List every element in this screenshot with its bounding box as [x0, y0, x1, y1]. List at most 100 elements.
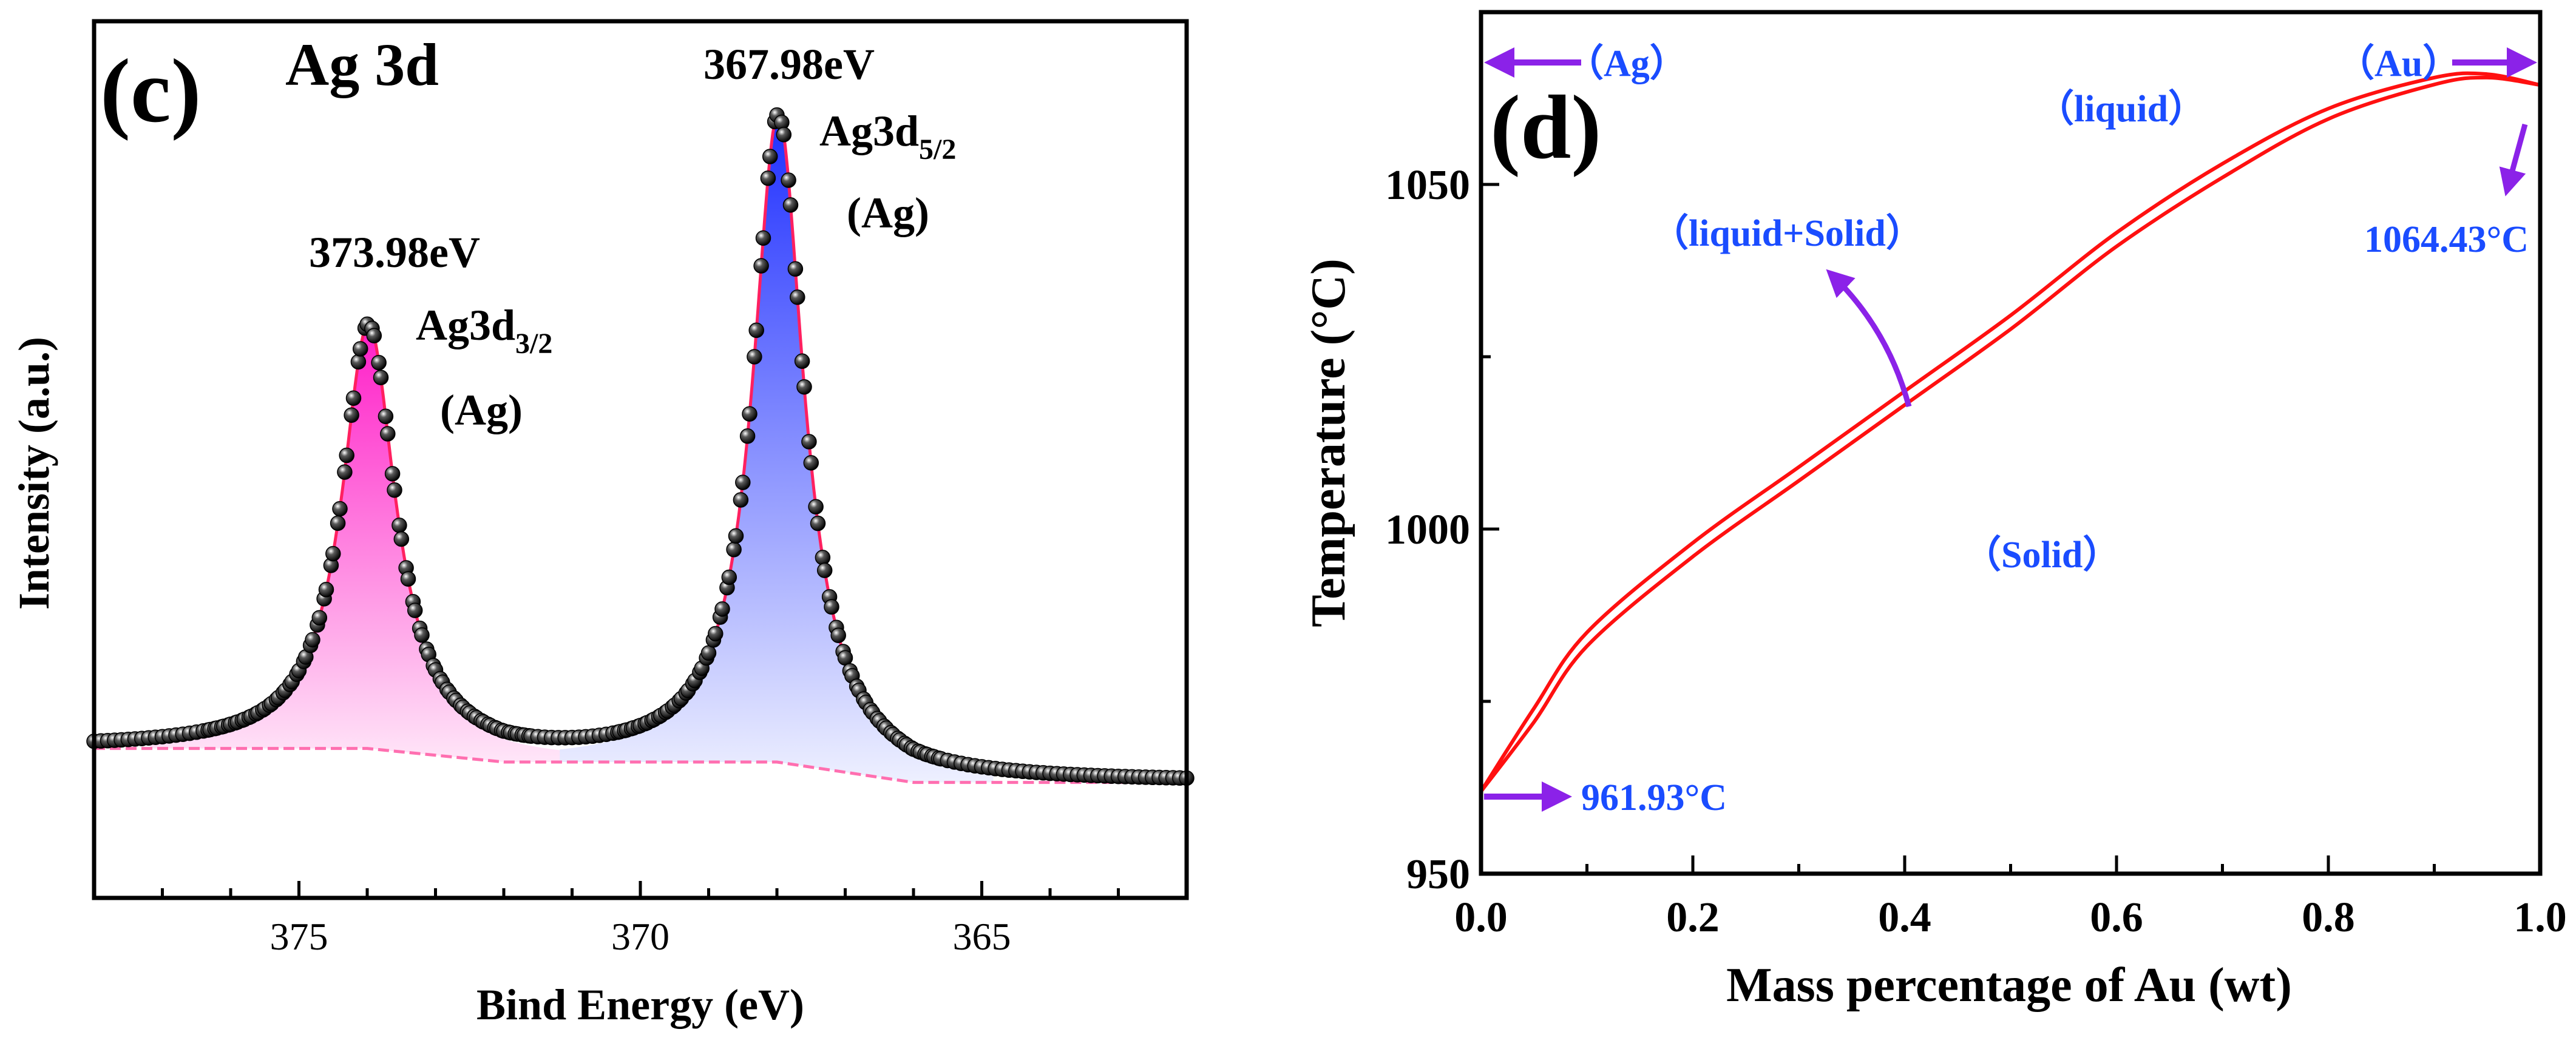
peak-phase-label-3d32: (Ag)	[440, 386, 523, 434]
data-point	[378, 408, 394, 425]
data-point	[794, 353, 810, 369]
peak-phase-label-3d52: (Ag)	[847, 189, 929, 237]
data-point	[776, 127, 792, 143]
data-point	[726, 542, 742, 558]
data-point	[414, 627, 430, 643]
data-point	[747, 349, 762, 365]
peak-fill-3d52	[560, 116, 994, 783]
data-point	[391, 518, 407, 533]
annotation-961: 961.93°C	[1581, 777, 1727, 818]
phase-boundary-curves	[1479, 71, 2541, 793]
y-tick-label: 1000	[1385, 507, 1470, 553]
fit-line	[93, 112, 1187, 780]
xps-y-axis-label: Intensity (a.u.)	[10, 337, 58, 610]
data-point	[742, 406, 758, 422]
data-point	[311, 610, 328, 626]
data-point	[350, 354, 367, 370]
data-point	[733, 492, 749, 508]
data-point	[762, 149, 778, 164]
data-point	[380, 426, 396, 442]
data-point	[755, 230, 771, 246]
x-tick-label: 370	[611, 915, 669, 958]
x-tick-label: 0.2	[1666, 894, 1720, 941]
annotation-liquid-solid: （liquid+Solid）	[1651, 212, 1924, 254]
data-point	[371, 354, 387, 371]
data-point	[387, 482, 402, 498]
data-point	[384, 466, 401, 482]
peak-energy-label-3d52: 367.98eV	[703, 40, 875, 89]
peak-name-label-3d32: Ag3d3/2	[416, 301, 552, 360]
data-point	[796, 379, 812, 395]
x-tick-label: 365	[953, 915, 1011, 958]
y-tick-label: 950	[1406, 851, 1470, 898]
data-point	[787, 261, 804, 277]
data-point	[330, 515, 346, 531]
data-point	[815, 550, 831, 565]
x-tick-label: 0.0	[1454, 894, 1508, 941]
data-point	[782, 197, 799, 213]
data-point	[837, 650, 853, 666]
x-tick-label: 375	[270, 915, 328, 958]
xps-x-axis-label: Bind Energy (eV)	[476, 980, 804, 1029]
data-point	[305, 632, 320, 648]
data-point	[808, 499, 824, 514]
x-tick-label: 0.6	[2090, 894, 2143, 941]
solidus-curve	[1479, 75, 2541, 793]
peak-energy-label-3d32: 373.98eV	[309, 228, 480, 277]
data-point	[373, 369, 389, 385]
data-point	[714, 601, 730, 617]
panel-label-c: (c)	[100, 41, 201, 141]
data-point	[735, 474, 751, 490]
liquid-solid-arrow	[1826, 269, 1912, 408]
data-point	[739, 428, 756, 444]
annotation-ag: （Ag）	[1566, 42, 1687, 84]
data-point	[790, 289, 805, 305]
data-point	[318, 582, 334, 598]
data-point	[760, 170, 776, 186]
xps-panel: 375 370 365 (c) Ag 3d Bind Energy (eV) Int…	[10, 19, 1195, 1029]
data-point	[801, 434, 817, 450]
phase-diagram-panel: 0.0 0.2 0.4 0.6 0.8 1.0 950 1000 1050 (d) Mass p…	[1302, 10, 2567, 1012]
data-point	[803, 455, 819, 471]
data-point	[352, 341, 368, 357]
peak-fill-3d32	[150, 327, 584, 762]
data-point	[721, 569, 737, 585]
peak-name-label-3d52: Ag3d5/2	[819, 107, 956, 166]
data-point	[345, 390, 362, 406]
data-point	[816, 562, 833, 578]
data-point	[407, 602, 423, 618]
data-point	[393, 531, 410, 547]
annotation-au: （Au）	[2337, 42, 2460, 84]
data-point	[366, 328, 382, 343]
data-point	[810, 515, 826, 531]
data-point	[339, 447, 354, 464]
annotation-solid: （Solid）	[1964, 533, 2120, 576]
annotation-liquid: （liquid）	[2036, 87, 2206, 130]
data-point	[753, 258, 769, 274]
data-point	[748, 322, 764, 339]
data-point	[332, 501, 348, 517]
xps-x-ticks: 375 370 365	[161, 881, 1120, 958]
phase-x-axis-label: Mass percentage of Au (wt)	[1726, 959, 2292, 1012]
data-point	[830, 627, 846, 643]
data-point	[708, 626, 724, 642]
data-point	[824, 599, 839, 615]
annotation-1064: 1064.43°C	[2364, 219, 2529, 260]
data-point	[400, 571, 416, 587]
phase-axis-ticks: 0.0 0.2 0.4 0.6 0.8 1.0 950 1000 1050	[1385, 162, 2567, 941]
phase-plot-frame	[1479, 10, 2543, 876]
data-point	[781, 172, 796, 188]
x-tick-label: 1.0	[2513, 894, 2567, 941]
liquidus-curve	[1479, 71, 2541, 793]
background-baseline	[94, 747, 1187, 784]
data-point	[344, 407, 359, 423]
x-tick-label: 0.4	[1878, 894, 1931, 941]
data-point	[337, 464, 353, 480]
data-point	[700, 645, 717, 661]
phase-y-axis-label: Temperature (°C)	[1302, 258, 1355, 627]
panel-label-d: (d)	[1490, 77, 1601, 178]
xps-title: Ag 3d	[285, 31, 439, 98]
background-line	[94, 747, 1187, 784]
